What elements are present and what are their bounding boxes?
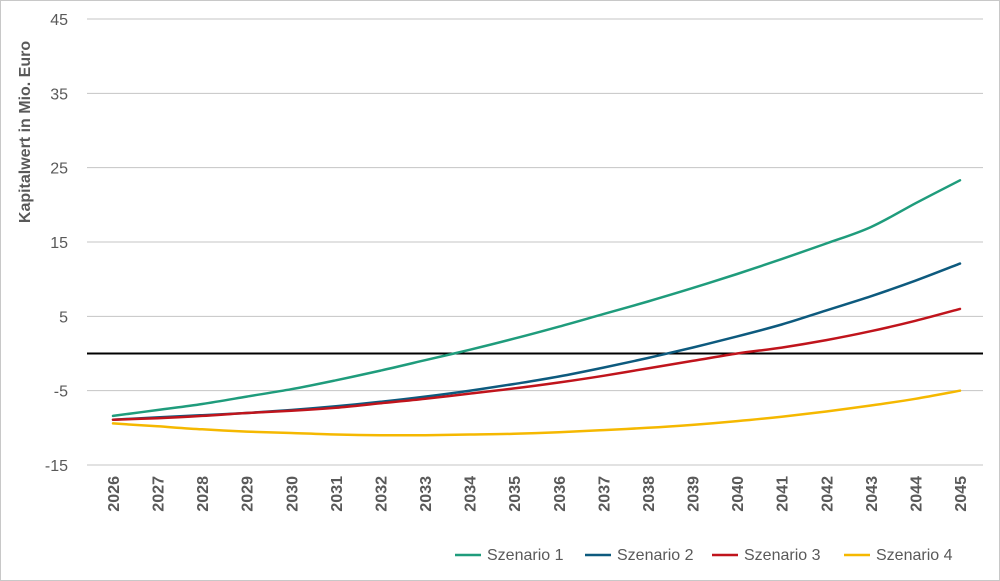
x-tick-label: 2043 xyxy=(864,476,881,512)
gridlines xyxy=(87,18,983,466)
x-tick-label: 2038 xyxy=(641,476,658,512)
series-line-2 xyxy=(111,262,962,421)
y-tick-label: 15 xyxy=(50,235,68,252)
series-line-3 xyxy=(111,307,962,421)
y-tick-label: -15 xyxy=(45,458,68,475)
y-axis-label: Kapitalwert in Mio. Euro xyxy=(17,41,34,223)
y-tick-label: -5 xyxy=(54,384,68,401)
legend-label-1: Szenario 1 xyxy=(487,547,564,564)
y-tick-label: 45 xyxy=(50,12,68,29)
y-axis-ticks: 45 35 25 15 5 -5 -15 xyxy=(45,12,68,475)
y-tick-label: 25 xyxy=(50,161,68,178)
x-tick-label: 2036 xyxy=(552,476,569,512)
x-tick-label: 2045 xyxy=(953,476,970,512)
legend-label-4: Szenario 4 xyxy=(876,547,953,564)
x-tick-label: 2032 xyxy=(373,476,390,512)
y-tick-label: 35 xyxy=(50,86,68,103)
x-tick-label: 2030 xyxy=(284,476,301,512)
x-tick-label: 2040 xyxy=(730,476,747,512)
x-tick-label: 2031 xyxy=(329,476,346,512)
x-tick-label: 2037 xyxy=(596,476,613,512)
legend: Szenario 1 Szenario 2 Szenario 3 Szenario 4 xyxy=(455,547,953,564)
x-tick-label: 2044 xyxy=(908,476,925,512)
x-tick-label: 2034 xyxy=(463,476,480,512)
x-tick-label: 2027 xyxy=(151,476,168,512)
x-tick-label: 2035 xyxy=(507,476,524,512)
series-lines xyxy=(111,179,962,437)
series-line-4 xyxy=(111,389,962,437)
x-tick-label: 2028 xyxy=(195,476,212,512)
x-tick-label: 2041 xyxy=(775,476,792,512)
legend-label-3: Szenario 3 xyxy=(744,547,821,564)
x-tick-label: 2033 xyxy=(418,476,435,512)
x-tick-label: 2042 xyxy=(819,476,836,512)
x-tick-label: 2029 xyxy=(240,476,257,512)
series-line-1 xyxy=(111,179,962,418)
x-tick-label: 2039 xyxy=(686,476,703,512)
x-axis-ticks: 2026 2027 2028 2029 2030 2031 2032 2033 2034 2035… xyxy=(106,476,970,512)
legend-label-2: Szenario 2 xyxy=(617,547,694,564)
x-tick-label: 2026 xyxy=(106,476,123,512)
y-tick-label: 5 xyxy=(59,309,68,326)
